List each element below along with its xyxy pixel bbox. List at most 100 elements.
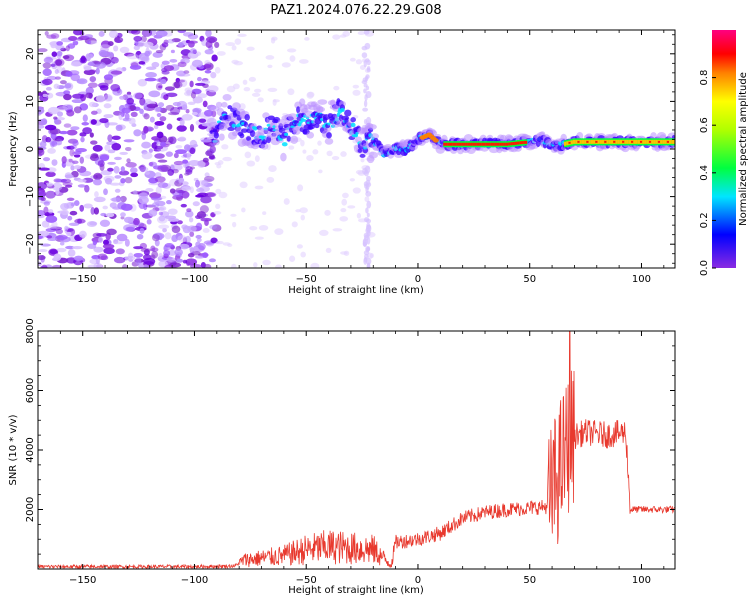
- snr-x-tick-label: 50: [523, 575, 536, 586]
- noise-blob: [151, 234, 160, 242]
- noise-blob-faint: [332, 34, 341, 40]
- ridge-strong-red: [496, 142, 501, 146]
- noise-blob: [48, 209, 54, 214]
- snr-y-tick-label: 6000: [25, 378, 36, 403]
- noise-blob: [133, 45, 140, 51]
- noise-blob: [177, 61, 187, 68]
- noise-blob: [128, 252, 134, 259]
- noise-blob: [49, 249, 58, 255]
- noise-blob: [173, 152, 179, 159]
- spectrogram-y-ticks: −20 −10 0 10 20: [25, 34, 675, 264]
- noise-blob: [120, 178, 126, 184]
- noise-blob-faint: [331, 155, 340, 161]
- snr-y-tick-label: 4000: [25, 437, 36, 462]
- noise-blob: [113, 256, 126, 264]
- noise-blob: [123, 216, 134, 223]
- noise-blob: [94, 191, 99, 198]
- noise-blob-faint: [262, 259, 271, 266]
- ridge-strong-red: [461, 142, 465, 146]
- noise-blob-faint: [239, 181, 248, 189]
- noise-blob: [177, 42, 184, 47]
- ridge-strong-red: [443, 142, 447, 146]
- noise-blob: [72, 245, 83, 250]
- noise-blob: [73, 154, 81, 158]
- ridge-strong-red: [639, 140, 643, 143]
- noise-blob: [86, 40, 92, 45]
- noise-blob: [111, 135, 121, 141]
- noise-blob-faint: [227, 243, 233, 247]
- noise-blob: [171, 225, 181, 234]
- noise-blob: [167, 218, 180, 223]
- noise-blob: [211, 224, 222, 232]
- noise-blob: [70, 126, 80, 131]
- spectrogram-x-ticks: −150 −100 −50 0 50 100: [59, 30, 665, 285]
- noise-blob-faint: [352, 89, 361, 96]
- noise-blob-faint: [217, 160, 224, 165]
- noise-blob: [89, 258, 100, 265]
- noise-blob: [110, 56, 119, 64]
- ridge-strong-yellow: [635, 139, 640, 144]
- noise-blob: [200, 217, 212, 222]
- ridge-core-blue: [213, 132, 219, 139]
- noise-blob: [158, 85, 163, 89]
- noise-blob: [152, 232, 165, 240]
- noise-blob: [128, 117, 136, 125]
- noise-blob: [107, 167, 114, 172]
- noise-blob: [114, 175, 122, 179]
- noise-blob-faint: [341, 198, 348, 206]
- noise-blob: [205, 30, 212, 38]
- noise-blob: [185, 235, 191, 244]
- noise-blob-faint: [325, 247, 332, 253]
- snr-x-tick-label: 100: [632, 575, 651, 586]
- ridge-strong-yellow: [655, 139, 660, 144]
- noise-blob: [42, 157, 51, 162]
- ridge-core-cyan: [300, 118, 307, 122]
- noise-blob: [90, 140, 98, 145]
- noise-blob: [166, 199, 172, 205]
- noise-blob: [60, 203, 69, 211]
- noise-blob: [45, 92, 54, 99]
- noise-blob: [139, 227, 145, 234]
- ridge-halo: [324, 138, 334, 145]
- noise-blob: [185, 166, 193, 173]
- noise-blob: [156, 112, 162, 118]
- noise-blob: [96, 232, 107, 237]
- noise-blob: [73, 165, 81, 170]
- noise-blob: [60, 209, 69, 216]
- ridge-strong-yellow: [651, 139, 655, 144]
- noise-blob: [68, 36, 78, 41]
- noise-blob: [73, 200, 80, 206]
- spectrogram-x-tick-label: −150: [69, 274, 96, 285]
- noise-blob-faint: [232, 221, 237, 228]
- noise-blob: [102, 243, 115, 249]
- noise-blob-faint: [299, 207, 308, 214]
- noise-blob: [187, 33, 199, 40]
- noise-blob: [59, 241, 65, 246]
- noise-blob: [130, 111, 138, 118]
- noise-blob: [175, 144, 183, 149]
- noise-blob-faint: [340, 151, 347, 157]
- snr-frame: [37, 330, 676, 570]
- snr-x-ticks: −150 −100 −50 0 50 100: [59, 331, 665, 586]
- noise-blob: [120, 212, 126, 218]
- noise-blob: [38, 230, 50, 237]
- noise-blob-faint: [267, 64, 273, 69]
- noise-blob: [181, 113, 193, 121]
- noise-blob: [38, 48, 48, 53]
- noise-blob: [174, 149, 187, 155]
- noise-blob: [145, 66, 157, 71]
- noise-blob: [209, 224, 218, 230]
- noise-blob: [102, 239, 110, 246]
- noise-blob: [38, 249, 48, 253]
- noise-blob: [118, 170, 130, 176]
- noise-blob: [157, 182, 169, 189]
- noise-blob: [113, 36, 124, 43]
- noise-blob: [111, 142, 122, 151]
- noise-blob: [93, 262, 103, 268]
- noise-blob-faint: [349, 57, 356, 62]
- noise-blob: [77, 218, 83, 224]
- streak-blob: [362, 239, 368, 248]
- noise-blob: [171, 234, 179, 243]
- noise-blob: [107, 134, 113, 142]
- noise-blob: [98, 30, 105, 37]
